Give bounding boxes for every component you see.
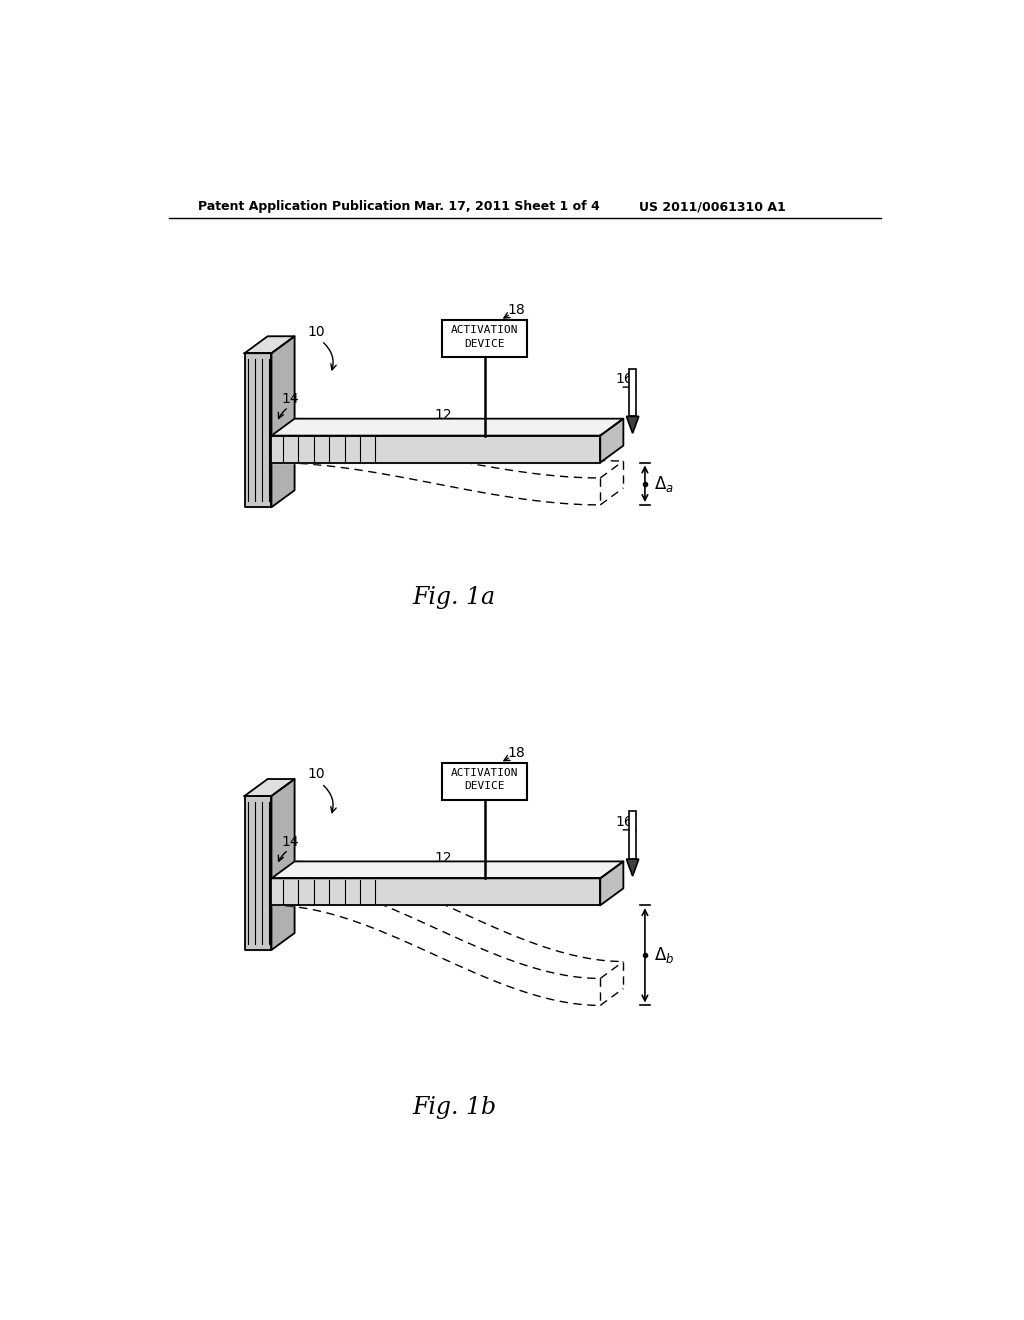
- Text: 14: 14: [282, 392, 299, 407]
- Bar: [442, 321, 527, 358]
- Polygon shape: [245, 354, 271, 507]
- Text: 10: 10: [307, 767, 326, 781]
- Text: Fig. 1b: Fig. 1b: [412, 1096, 496, 1118]
- Text: 10: 10: [307, 325, 326, 339]
- Polygon shape: [271, 337, 295, 507]
- Text: Fig. 1a: Fig. 1a: [413, 586, 496, 609]
- Polygon shape: [600, 418, 624, 462]
- Polygon shape: [271, 878, 600, 906]
- Text: ACTIVATION
DEVICE: ACTIVATION DEVICE: [451, 326, 518, 348]
- Text: $\Delta_b$: $\Delta_b$: [654, 945, 675, 965]
- Polygon shape: [245, 337, 295, 354]
- Polygon shape: [600, 862, 624, 906]
- Polygon shape: [245, 796, 271, 950]
- Text: 18: 18: [508, 304, 525, 317]
- Text: 16: 16: [615, 372, 634, 387]
- Polygon shape: [271, 418, 624, 436]
- Text: 14: 14: [282, 836, 299, 849]
- Text: 12: 12: [435, 408, 453, 422]
- Text: 18: 18: [508, 746, 525, 760]
- Bar: [629, 812, 636, 859]
- Text: Patent Application Publication: Patent Application Publication: [199, 201, 411, 214]
- Text: Mar. 17, 2011 Sheet 1 of 4: Mar. 17, 2011 Sheet 1 of 4: [414, 201, 600, 214]
- Polygon shape: [627, 859, 639, 876]
- Text: 16: 16: [615, 816, 634, 829]
- Polygon shape: [245, 779, 295, 796]
- Polygon shape: [271, 862, 624, 878]
- Bar: [442, 763, 527, 800]
- Bar: [629, 368, 636, 416]
- Polygon shape: [271, 779, 295, 950]
- Text: 12: 12: [435, 850, 453, 865]
- Text: $\Delta_a$: $\Delta_a$: [654, 474, 674, 494]
- Polygon shape: [271, 436, 600, 462]
- Text: US 2011/0061310 A1: US 2011/0061310 A1: [639, 201, 785, 214]
- Text: ACTIVATION
DEVICE: ACTIVATION DEVICE: [451, 768, 518, 792]
- Polygon shape: [627, 416, 639, 433]
